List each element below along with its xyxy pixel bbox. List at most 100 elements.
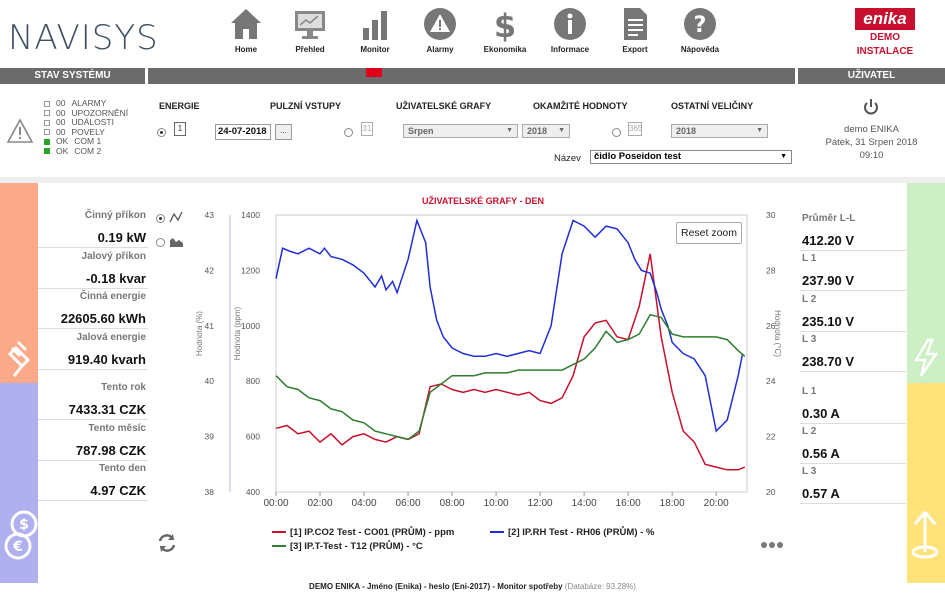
y-tick-label: 24 bbox=[766, 376, 776, 386]
right-value: 0.56 A bbox=[802, 446, 840, 461]
status-list: 00 ALARMY 00 UPOZORNĚNÍ 00 UDÁLOSTI 00 POVELY OK… bbox=[44, 98, 129, 156]
footer: DEMO ENIKA - Jméno (Enika) - heslo (Eni-… bbox=[0, 582, 945, 591]
nav-napoveda[interactable]: ? Nápověda bbox=[670, 6, 730, 54]
left-value: 7433.31 CZK bbox=[68, 402, 146, 417]
dollar-icon: $ bbox=[494, 7, 516, 42]
status-label: POVELY bbox=[71, 126, 105, 137]
left-value: -0.18 kvar bbox=[86, 271, 146, 286]
user-time: 09:10 bbox=[859, 150, 884, 161]
divider bbox=[800, 250, 906, 251]
calendar-month-icon[interactable]: 31 bbox=[361, 122, 373, 136]
divider bbox=[800, 331, 906, 332]
calendar-day-icon[interactable]: 1 bbox=[174, 122, 186, 136]
divider bbox=[38, 247, 148, 248]
svg-text:€: € bbox=[12, 539, 23, 555]
power-icon[interactable] bbox=[862, 98, 880, 116]
nazev-select[interactable]: čidlo Poseidon test ▼ bbox=[590, 150, 792, 164]
nav-label: Alarmy bbox=[426, 45, 454, 54]
header-energie[interactable]: ENERGIE bbox=[159, 101, 200, 111]
refresh-icon[interactable] bbox=[156, 532, 178, 554]
right-value: 0.30 A bbox=[802, 406, 840, 421]
right-label: L 1 bbox=[802, 386, 817, 397]
legend-item-rh[interactable]: [2] IP.RH Test - RH06 (PRŮM) - % bbox=[490, 527, 654, 538]
user-header: UŽIVATEL bbox=[798, 68, 945, 84]
enika-logo: enika DEMO INSTALACE bbox=[837, 8, 933, 58]
x-tick-label: 16:00 bbox=[616, 498, 641, 509]
nav-prehled[interactable]: Přehled bbox=[280, 6, 340, 54]
nav-label: Home bbox=[234, 45, 258, 54]
radio-year[interactable] bbox=[612, 128, 621, 137]
right-label: L 1 bbox=[802, 253, 817, 264]
x-tick-label: 12:00 bbox=[528, 498, 553, 509]
left-value: 919.40 kvarh bbox=[67, 352, 146, 367]
status-state: 00 bbox=[56, 126, 66, 137]
chevron-down-icon: ▼ bbox=[756, 127, 763, 134]
radio-day[interactable] bbox=[157, 128, 166, 137]
radio-line-chart[interactable] bbox=[156, 214, 165, 223]
left-label: Tento rok bbox=[101, 382, 146, 393]
month-select[interactable]: Srpen ▼ bbox=[403, 124, 518, 138]
nav-label: Monitor bbox=[360, 45, 390, 54]
more-options-icon[interactable] bbox=[760, 540, 784, 550]
active-nav-marker bbox=[366, 68, 382, 77]
line-chart-icon[interactable] bbox=[169, 210, 185, 224]
calendar-year-icon[interactable]: 365 bbox=[628, 122, 642, 136]
info-icon bbox=[554, 8, 586, 40]
series-line-2 bbox=[275, 313, 746, 441]
y-tick-label: 30 bbox=[766, 210, 776, 220]
header-pulzni-vstupy[interactable]: PULZNÍ VSTUPY bbox=[270, 101, 342, 111]
right-label: L 3 bbox=[802, 466, 817, 477]
status-indicator bbox=[44, 119, 50, 126]
reset-zoom-button[interactable]: Reset zoom bbox=[676, 222, 742, 244]
divider bbox=[38, 328, 148, 329]
date-picker-button[interactable]: ... bbox=[275, 124, 292, 140]
area-chart-icon[interactable] bbox=[169, 234, 185, 248]
nav-export[interactable]: Export bbox=[605, 6, 665, 54]
status-row: 00 POVELY bbox=[44, 126, 128, 138]
chevron-down-icon: ▼ bbox=[558, 127, 565, 134]
radio-month[interactable] bbox=[344, 128, 353, 137]
right-label: L 3 bbox=[802, 334, 817, 345]
nav-ekonomika[interactable]: $ Ekonomika bbox=[475, 6, 535, 54]
header-okamzite-hodnoty[interactable]: OKAMŽITÉ HODNOTY bbox=[533, 101, 628, 111]
year-select-1[interactable]: 2018 ▼ bbox=[522, 124, 570, 138]
status-label: COM 1 bbox=[74, 136, 102, 146]
divider bbox=[800, 290, 906, 291]
user-date: Pátek, 31 Srpen 2018 bbox=[825, 137, 918, 148]
date-input[interactable]: 24-07-2018 bbox=[215, 124, 271, 140]
nav-monitor[interactable]: Monitor bbox=[345, 6, 405, 54]
y-tick-label: 42 bbox=[205, 265, 215, 275]
bar-chart-icon bbox=[363, 11, 387, 40]
legend-item-co2[interactable]: [1] IP.CO2 Test - CO01 (PRŮM) - ppm bbox=[272, 527, 454, 538]
year-select-2[interactable]: 2018 ▼ bbox=[671, 124, 768, 138]
monitor-screen-icon bbox=[295, 11, 325, 39]
svg-text:$: $ bbox=[19, 517, 29, 533]
radio-area-chart[interactable] bbox=[156, 238, 165, 247]
status-indicator bbox=[44, 138, 50, 145]
y-axis-label: Hodnota (ppm) bbox=[233, 306, 242, 360]
chevron-down-icon: ▼ bbox=[506, 127, 513, 134]
y-axis-label: Hodnota (%) bbox=[195, 311, 204, 356]
right-value: 237.90 V bbox=[802, 273, 855, 288]
nav-alarmy[interactable]: Alarmy bbox=[410, 6, 470, 54]
status-row: 00 UDÁLOSTI bbox=[44, 117, 128, 128]
y-tick-label: 1400 bbox=[241, 210, 260, 220]
nav-home[interactable]: Home bbox=[216, 6, 276, 54]
status-row: 00 ALARMY bbox=[44, 98, 128, 109]
header-ostatni-veliciny[interactable]: OSTATNÍ VELIČINY bbox=[671, 101, 754, 111]
y-tick-label: 28 bbox=[766, 265, 776, 275]
y-axis-label: Hodnota (°C) bbox=[773, 310, 782, 357]
header-uzivatelske-grafy[interactable]: UŽIVATELSKÉ GRAFY bbox=[396, 101, 492, 111]
user-info: demo ENIKA Pátek, 31 Srpen 2018 09:10 bbox=[800, 123, 943, 162]
chevron-down-icon: ▼ bbox=[780, 153, 787, 160]
status-label: UPOZORNĚNÍ bbox=[71, 107, 129, 118]
legend-item-temp[interactable]: [3] IP.T-Test - T12 (PRŮM) - °C bbox=[272, 541, 423, 552]
status-row: OK COM 1 bbox=[44, 136, 128, 147]
nav-informace[interactable]: Informace bbox=[540, 6, 600, 54]
user-chart[interactable]: 00:00 02:00 04:00 06:00 08:00 10:00 12:00 14:00… bbox=[180, 200, 798, 520]
y-tick-label: 20 bbox=[766, 487, 776, 497]
left-label: Činná energie bbox=[79, 291, 146, 302]
warning-triangle-icon bbox=[6, 118, 34, 143]
right-value: 412.20 V bbox=[802, 233, 855, 248]
